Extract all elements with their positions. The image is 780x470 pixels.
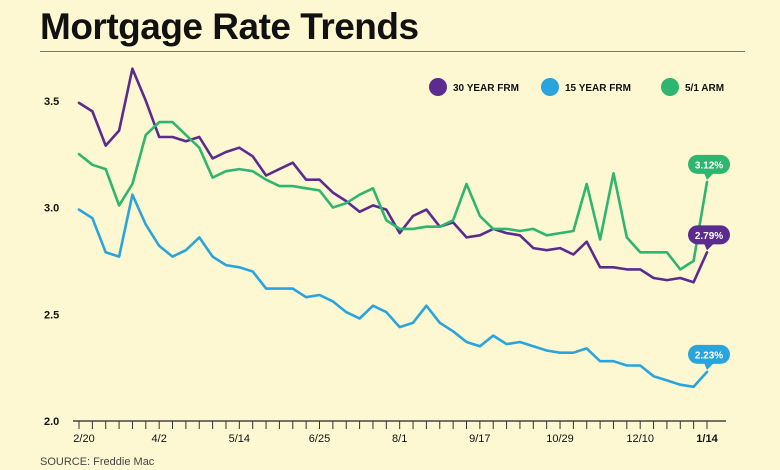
x-tick-label: 12/10 <box>626 433 654 445</box>
x-tick-label: 4/2 <box>152 433 167 445</box>
series-line-3 <box>77 120 709 271</box>
legend-swatch <box>541 78 559 96</box>
callout-pointer <box>704 362 714 370</box>
y-tick-label: 3.0 <box>44 203 59 215</box>
y-tick-label: 3.5 <box>44 96 59 108</box>
legend-swatch <box>429 78 447 96</box>
callout-bubble <box>688 154 730 174</box>
callout-pointer <box>704 243 714 251</box>
source-note: SOURCE: Freddie Mac <box>40 456 155 468</box>
title-divider <box>40 51 745 52</box>
x-tick-label: 8/1 <box>392 433 407 445</box>
legend-swatch <box>661 78 679 96</box>
y-tick-label: 2.5 <box>44 309 59 321</box>
chart-title: Mortgage Rate Trends <box>40 6 419 47</box>
end-value-label: 2.79% <box>695 231 723 242</box>
x-tick-label: 9/17 <box>469 433 490 445</box>
series-line-1 <box>77 67 709 284</box>
callout-pointer <box>704 172 714 180</box>
x-tick-label: 2/20 <box>73 433 94 445</box>
legend-label: 5/1 ARM <box>685 83 724 94</box>
end-value-label: 3.12% <box>695 160 723 171</box>
y-tick-label: 2.0 <box>44 416 59 428</box>
x-tick-label: 1/14 <box>696 433 718 445</box>
series-line-2 <box>77 193 709 389</box>
x-tick-label: 6/25 <box>309 433 330 445</box>
legend-label: 30 YEAR FRM <box>453 83 519 94</box>
callout-bubble <box>688 344 730 364</box>
callout-bubble <box>688 225 730 245</box>
x-tick-label: 10/29 <box>546 433 574 445</box>
legend-label: 15 YEAR FRM <box>565 83 631 94</box>
x-tick-label: 5/14 <box>229 433 250 445</box>
end-value-label: 2.23% <box>695 350 723 361</box>
